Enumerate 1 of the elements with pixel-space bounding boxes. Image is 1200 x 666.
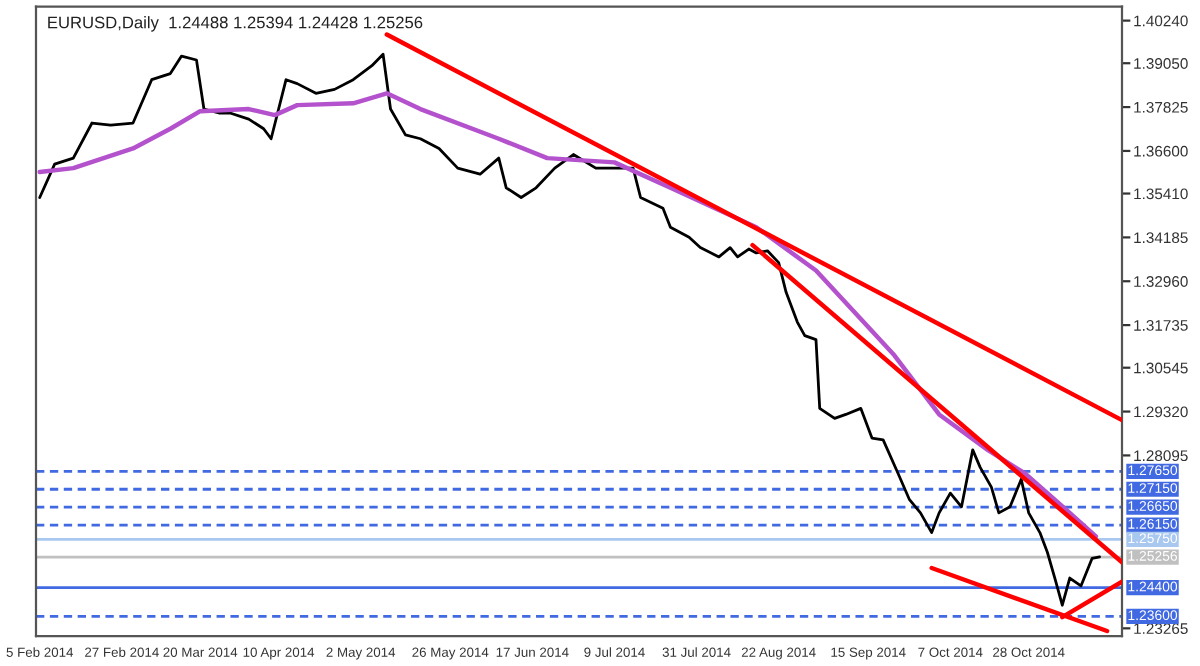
text: EURUSD,Daily 1.24488 1.25394 1.24428 1.25256	[48, 16, 423, 32]
